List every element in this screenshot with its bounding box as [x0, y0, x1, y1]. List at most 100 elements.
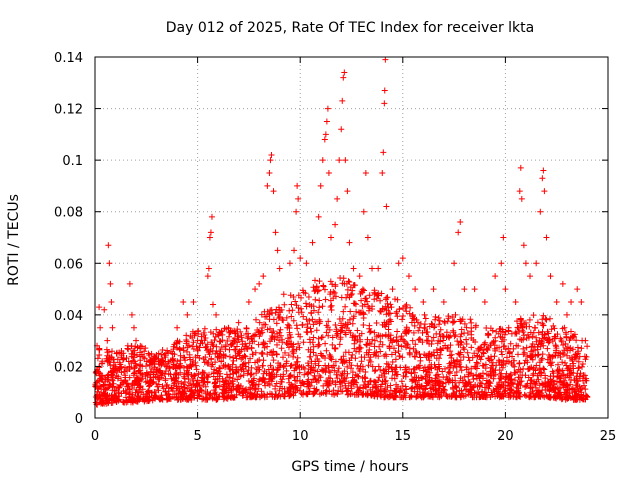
data-point — [344, 188, 351, 195]
data-point — [286, 260, 293, 267]
data-point — [97, 324, 104, 331]
data-point — [245, 298, 252, 305]
data-point — [362, 170, 369, 177]
data-points — [93, 56, 589, 391]
data-point — [130, 324, 137, 331]
data-point — [145, 350, 152, 357]
data-point — [339, 97, 346, 104]
data-point — [180, 298, 187, 305]
x-tick-label: 10 — [292, 429, 309, 444]
data-point — [303, 260, 310, 267]
data-point — [336, 157, 343, 164]
data-point — [153, 368, 160, 375]
data-point — [205, 265, 212, 272]
data-point — [539, 175, 546, 182]
data-point — [293, 208, 300, 215]
data-point — [582, 337, 589, 344]
data-point — [107, 280, 114, 287]
data-point — [338, 126, 345, 133]
data-point — [381, 87, 388, 94]
data-point — [430, 286, 437, 293]
data-point — [112, 363, 119, 370]
data-point — [332, 221, 339, 228]
y-tick-label: 0 — [75, 412, 83, 427]
data-point — [184, 311, 191, 318]
data-point — [206, 234, 213, 241]
data-point — [543, 234, 550, 241]
x-tick-label: 0 — [91, 429, 99, 444]
data-point — [99, 358, 106, 365]
data-point — [533, 260, 540, 267]
data-point — [309, 239, 316, 246]
data-point — [276, 265, 283, 272]
data-point — [356, 273, 363, 280]
data-point — [323, 118, 330, 125]
data-point — [420, 298, 427, 305]
data-point — [381, 100, 388, 107]
data-point — [321, 136, 328, 143]
data-point — [163, 363, 170, 370]
y-tick-label: 0.04 — [54, 309, 83, 324]
data-point — [440, 298, 447, 305]
data-point — [194, 337, 201, 344]
chart-title: Day 012 of 2025, Rate Of TEC Index for r… — [166, 20, 534, 36]
data-point — [350, 265, 357, 272]
data-point — [190, 298, 197, 305]
data-point — [360, 208, 367, 215]
data-point — [260, 273, 267, 280]
data-point — [95, 368, 102, 375]
data-point — [207, 229, 214, 236]
data-point — [204, 273, 211, 280]
data-point — [294, 182, 301, 189]
data-point — [96, 304, 103, 311]
data-point — [297, 255, 304, 262]
data-point — [481, 298, 488, 305]
data-point — [174, 324, 181, 331]
data-point — [455, 229, 462, 236]
data-point — [319, 157, 326, 164]
data-point — [516, 188, 523, 195]
x-axis-title: GPS time / hours — [291, 459, 408, 475]
y-tick-label: 0.02 — [54, 360, 83, 375]
data-point — [133, 337, 140, 344]
data-point — [369, 265, 376, 272]
data-point — [563, 311, 570, 318]
data-point — [342, 157, 349, 164]
y-tick-label: 0.1 — [62, 154, 83, 169]
data-point — [104, 337, 111, 344]
data-point — [578, 298, 585, 305]
data-point — [520, 242, 527, 249]
data-point — [547, 273, 554, 280]
data-point — [399, 255, 406, 262]
dense-point-cloud — [92, 275, 591, 408]
data-point — [208, 213, 215, 220]
data-point — [341, 69, 348, 76]
data-point — [574, 286, 581, 293]
data-point — [346, 239, 353, 246]
data-point — [327, 234, 334, 241]
data-point — [334, 195, 341, 202]
data-point — [389, 286, 396, 293]
data-point — [108, 298, 115, 305]
data-point — [461, 286, 468, 293]
data-point — [213, 311, 220, 318]
data-point — [325, 170, 332, 177]
data-point — [317, 182, 324, 189]
data-point — [266, 170, 273, 177]
data-point — [364, 234, 371, 241]
data-point — [383, 203, 390, 210]
data-point — [537, 208, 544, 215]
plot-frame — [94, 56, 609, 419]
data-point — [124, 342, 131, 349]
data-point — [267, 157, 274, 164]
data-point — [559, 280, 566, 287]
data-point — [502, 286, 509, 293]
data-point — [128, 311, 135, 318]
y-tick-label: 0.14 — [54, 51, 83, 66]
data-point — [268, 151, 275, 158]
x-tick-label: 5 — [193, 429, 201, 444]
data-point — [498, 260, 505, 267]
data-point — [375, 265, 382, 272]
data-point — [264, 182, 271, 189]
